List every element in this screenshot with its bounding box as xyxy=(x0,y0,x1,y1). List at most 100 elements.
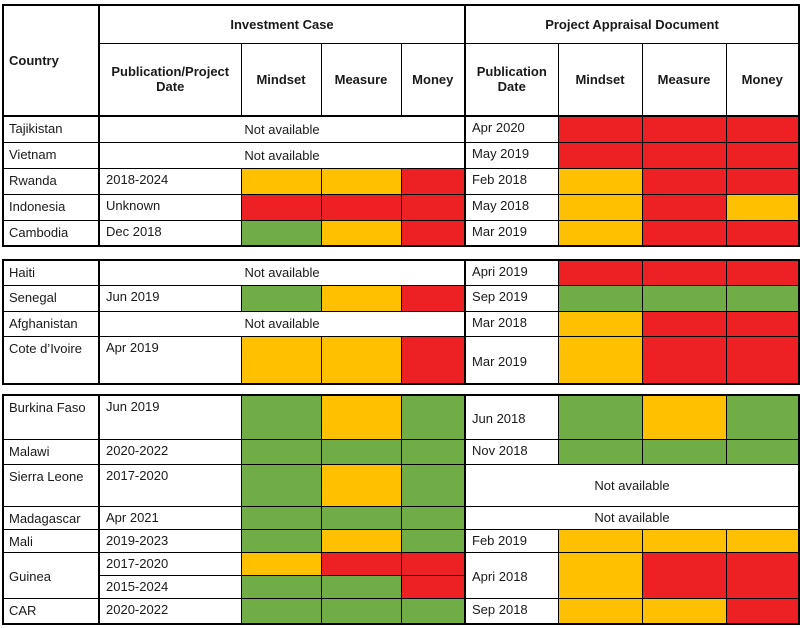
pad-money-status-cell xyxy=(725,219,800,247)
ic-date-cell: Apr 2019 xyxy=(98,335,242,385)
table-row: Mali 2019-2023 Feb 2019 xyxy=(2,528,800,553)
ic-measure-status-cell xyxy=(320,463,402,507)
ic-not-available-cell: Not available xyxy=(98,259,466,286)
ic-date-cell: 2020-2022 xyxy=(98,438,242,465)
ic-mindset-status-cell xyxy=(240,551,322,576)
pad-date-cell: Feb 2018 xyxy=(464,167,559,195)
pad-date-cell: Apri 2019 xyxy=(464,259,559,286)
table-row: Afghanistan Not available Mar 2018 xyxy=(2,310,800,337)
table-row: Vietnam Not available May 2019 xyxy=(2,141,800,169)
ic-measure-status-cell xyxy=(320,574,402,599)
ic-mindset-status-cell xyxy=(240,528,322,553)
ic-money-status-cell xyxy=(400,394,466,440)
ic-money-status-cell xyxy=(400,551,466,576)
ic-measure-status-cell xyxy=(320,551,402,576)
pad-mindset-status-cell xyxy=(557,167,643,195)
ic-money-status-cell xyxy=(400,463,466,507)
ic-measure-status-cell xyxy=(320,528,402,553)
pad-mindset-status-cell xyxy=(557,259,643,286)
country-cell: Madagascar xyxy=(2,505,100,530)
pad-mindset-status-cell xyxy=(557,115,643,143)
pad-mindset-status-cell xyxy=(557,597,643,625)
country-cell: Burkina Faso xyxy=(2,394,100,440)
ic-mindset-status-cell xyxy=(240,574,322,599)
pad-money-status-cell xyxy=(725,335,800,385)
ic-mindset-status-cell xyxy=(240,505,322,530)
ic-measure-status-cell xyxy=(320,284,402,312)
ic-measure-status-cell xyxy=(320,505,402,530)
pad-mindset-status-cell xyxy=(557,193,643,221)
ic-not-available-cell: Not available xyxy=(98,115,466,143)
table-row: CAR 2020-2022 Sep 2018 xyxy=(2,597,800,625)
country-cell: Cambodia xyxy=(2,219,100,247)
country-cell: Indonesia xyxy=(2,193,100,221)
table-row: Rwanda 2018-2024 Feb 2018 xyxy=(2,167,800,195)
pad-measure-status-cell xyxy=(641,141,727,169)
country-cell: Tajikistan xyxy=(2,115,100,143)
table-row: Cambodia Dec 2018 Mar 2019 xyxy=(2,219,800,247)
ic-mindset-status-cell xyxy=(240,463,322,507)
ic-money-status-cell xyxy=(400,335,466,385)
pad-money-status-cell xyxy=(725,528,800,553)
table-header: Country Investment Case Project Appraisa… xyxy=(2,4,800,117)
table-row: Cote d’Ivoire Apr 2019 Mar 2019 xyxy=(2,335,800,385)
ic-measure-status-cell xyxy=(320,597,402,625)
pad-measure-status-cell xyxy=(641,193,727,221)
table-row: Madagascar Apr 2021 Not available xyxy=(2,505,800,530)
ic-not-available-cell: Not available xyxy=(98,310,466,337)
pad-measure-status-cell xyxy=(641,335,727,385)
ic-measure-status-cell xyxy=(320,193,402,221)
table-row: Senegal Jun 2019 Sep 2019 xyxy=(2,284,800,312)
ic-measure-status-cell xyxy=(320,438,402,465)
table-row: 2015-2024 xyxy=(3,574,799,599)
pad-measure-status-cell xyxy=(641,115,727,143)
header-row-groups: Country Investment Case Project Appraisa… xyxy=(2,4,800,117)
pad-mindset-status-cell xyxy=(557,335,643,385)
pad-not-available-cell: Not available xyxy=(464,505,800,530)
pad-mindset-status-cell xyxy=(557,394,643,440)
ic-money-status-cell xyxy=(400,284,466,312)
pad-measure-status-cell xyxy=(641,310,727,337)
pad-mindset-status-cell xyxy=(557,528,643,553)
pad-measure-status-cell xyxy=(641,551,727,599)
country-cell: Senegal xyxy=(2,284,100,312)
pad-measure-status-cell xyxy=(641,438,727,465)
pad-measure-status-cell xyxy=(641,259,727,286)
section-gap xyxy=(2,385,798,394)
pad-not-available-cell: Not available xyxy=(464,463,800,507)
country-cell: CAR xyxy=(2,597,100,625)
pad-money-status-cell xyxy=(725,310,800,337)
ic-date-column-header: Publication/Project Date xyxy=(98,42,242,117)
ic-date-cell: 2020-2022 xyxy=(98,597,242,625)
pad-mindset-status-cell xyxy=(557,310,643,337)
pad-measure-status-cell xyxy=(641,219,727,247)
ic-measure-status-cell xyxy=(320,335,402,385)
pad-money-status-cell xyxy=(725,193,800,221)
country-status-table-section-3: Burkina Faso Jun 2019 Jun 2018 Malawi 20… xyxy=(2,394,800,625)
pad-mindset-status-cell xyxy=(557,141,643,169)
ic-date-cell: Apr 2021 xyxy=(98,505,242,530)
ic-money-status-cell xyxy=(400,597,466,625)
pad-date-cell: Mar 2019 xyxy=(464,335,559,385)
ic-mindset-status-cell xyxy=(240,394,322,440)
header-row-columns: Publication/Project Date Mindset Measure… xyxy=(3,42,800,117)
pad-measure-status-cell xyxy=(641,167,727,195)
country-status-table-section-1: Country Investment Case Project Appraisa… xyxy=(2,4,800,247)
investment-case-header: Investment Case xyxy=(98,4,466,44)
table-row: Sierra Leone 2017-2020 Not available xyxy=(2,463,800,507)
pad-mindset-status-cell xyxy=(557,438,643,465)
ic-mindset-column-header: Mindset xyxy=(240,42,322,117)
pad-date-cell: Nov 2018 xyxy=(464,438,559,465)
pad-measure-status-cell xyxy=(641,284,727,312)
ic-money-status-cell xyxy=(400,167,466,195)
table-row: Tajikistan Not available Apr 2020 xyxy=(2,115,800,143)
country-cell: Vietnam xyxy=(2,141,100,169)
country-column-header: Country xyxy=(2,4,100,117)
pad-measure-status-cell xyxy=(641,394,727,440)
pad-money-column-header: Money xyxy=(725,42,800,117)
table-row: Burkina Faso Jun 2019 Jun 2018 xyxy=(2,394,800,440)
table-row: Guinea 2017-2020 Apri 2018 xyxy=(2,551,800,599)
ic-mindset-status-cell xyxy=(240,193,322,221)
country-cell: Sierra Leone xyxy=(2,463,100,507)
